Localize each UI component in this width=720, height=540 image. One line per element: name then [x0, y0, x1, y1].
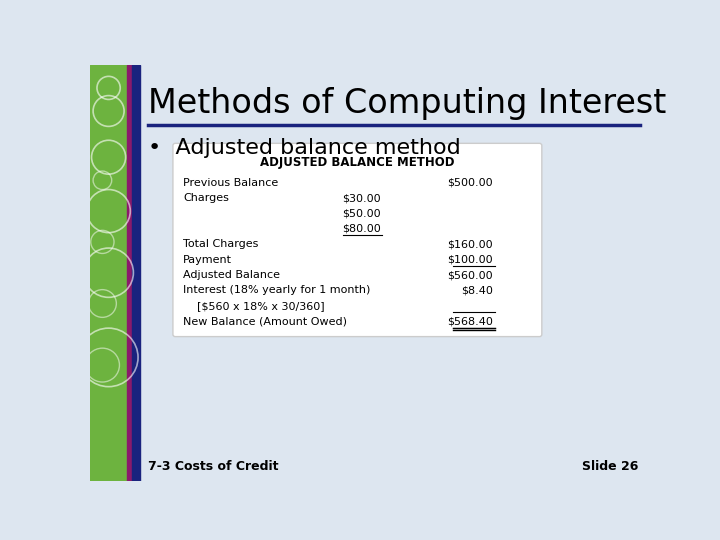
Text: [$560 x 18% x 30/360]: [$560 x 18% x 30/360]	[183, 301, 325, 311]
Text: ADJUSTED BALANCE METHOD: ADJUSTED BALANCE METHOD	[260, 156, 454, 169]
Bar	[127, 65, 132, 481]
Bar	[132, 65, 140, 481]
Text: $160.00: $160.00	[447, 239, 493, 249]
Text: New Balance (Amount Owed): New Balance (Amount Owed)	[183, 316, 347, 326]
Text: Charges: Charges	[183, 193, 229, 203]
Text: $568.40: $568.40	[447, 316, 493, 326]
Text: 7-3 Costs of Credit: 7-3 Costs of Credit	[148, 460, 279, 473]
Text: $80.00: $80.00	[342, 224, 381, 234]
Text: $30.00: $30.00	[342, 193, 381, 203]
Text: •  Adjusted balance method: • Adjusted balance method	[148, 138, 461, 158]
Text: $500.00: $500.00	[447, 178, 493, 187]
Text: $8.40: $8.40	[461, 286, 493, 295]
Text: Adjusted Balance: Adjusted Balance	[183, 270, 280, 280]
Text: Total Charges: Total Charges	[183, 239, 258, 249]
Text: Slide 26: Slide 26	[582, 460, 639, 473]
Text: $50.00: $50.00	[342, 208, 381, 218]
Text: $100.00: $100.00	[447, 255, 493, 265]
Text: $560.00: $560.00	[447, 270, 493, 280]
Text: Methods of Computing Interest: Methods of Computing Interest	[148, 87, 667, 120]
FancyBboxPatch shape	[173, 143, 542, 336]
Bar	[90, 65, 127, 481]
Text: Interest (18% yearly for 1 month): Interest (18% yearly for 1 month)	[183, 286, 370, 295]
Text: Previous Balance: Previous Balance	[183, 178, 278, 187]
Text: Payment: Payment	[183, 255, 232, 265]
